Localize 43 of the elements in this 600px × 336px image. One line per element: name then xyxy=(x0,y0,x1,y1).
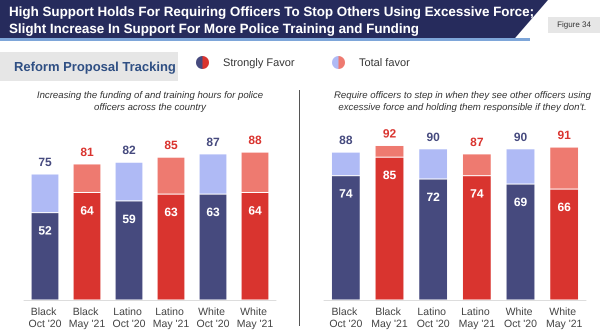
legend-label: Total favor xyxy=(359,56,410,71)
total-label: 87 xyxy=(470,134,484,149)
data-label: 69 xyxy=(514,195,528,210)
x-tick-label: Black May '21 xyxy=(371,306,408,330)
x-tick-label: White May '21 xyxy=(236,306,274,330)
x-tick-label: Latino Oct '20 xyxy=(416,306,450,330)
total-label: 88 xyxy=(248,133,262,148)
caption: Figure 34 xyxy=(548,17,600,33)
x-tick-label: White Oct '20 xyxy=(504,306,538,330)
total-label: 75 xyxy=(38,155,52,169)
x-tick-label: Black Oct '20 xyxy=(28,306,62,330)
text: Reform Proposal Tracking xyxy=(0,52,178,81)
data-label: 52 xyxy=(38,224,52,238)
total-label: 85 xyxy=(164,138,178,152)
total-label: 91 xyxy=(557,128,572,142)
x-tick-label: Black Oct '20 xyxy=(329,306,362,330)
data-label: 66 xyxy=(557,200,572,214)
total-label: 82 xyxy=(122,143,136,158)
x-tick-label: White May '21 xyxy=(546,306,583,330)
total-label: 90 xyxy=(426,130,440,144)
total-label: 88 xyxy=(339,133,353,148)
total-label: 90 xyxy=(514,130,528,144)
data-label: 74 xyxy=(339,186,353,201)
total-label: 92 xyxy=(382,126,396,140)
x-tick-label: Latino May '21 xyxy=(458,306,496,330)
chart-subtitle: Increasing the funding of and training hours for police officers across the country xyxy=(36,90,264,114)
x-tick-label: Latino May '21 xyxy=(152,306,190,330)
x-tick-label: Black May '21 xyxy=(68,306,106,330)
data-label: 64 xyxy=(80,203,94,218)
x-tick-label: Latino Oct '20 xyxy=(112,306,146,330)
data-label: 64 xyxy=(248,203,262,218)
total-label: 81 xyxy=(80,144,94,159)
data-label: 85 xyxy=(382,168,396,182)
data-label: 63 xyxy=(206,205,220,220)
total-label: 87 xyxy=(206,134,220,149)
data-label: 72 xyxy=(426,190,440,204)
data-label: 59 xyxy=(122,212,136,226)
chart-title: High Support Holds For Requiring Officers To Stop Others Using Excessive Force; Slight Increase In Support For More Police Training and Funding xyxy=(0,0,548,38)
data-label: 63 xyxy=(164,205,178,220)
legend-label: Strongly Favor xyxy=(223,56,295,71)
data-label: 74 xyxy=(470,186,484,201)
x-tick-label: White Oct '20 xyxy=(196,306,230,330)
chart-subtitle: Require officers to step in when they see other officers using excessive force and holding them responsible if they don't. xyxy=(332,90,592,114)
